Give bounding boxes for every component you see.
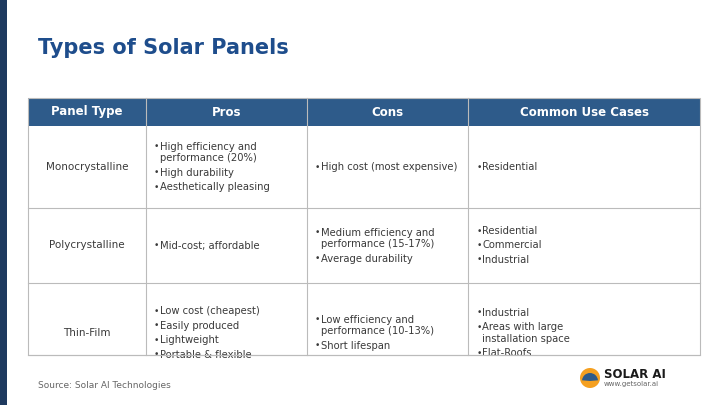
Text: •: • (476, 308, 482, 317)
Text: performance (10-13%): performance (10-13%) (321, 326, 434, 337)
Text: SOLAR AI: SOLAR AI (604, 369, 666, 382)
Text: Residential: Residential (482, 162, 537, 172)
Text: Low cost (cheapest): Low cost (cheapest) (160, 306, 259, 316)
Text: installation space: installation space (482, 334, 570, 344)
Text: •: • (476, 323, 482, 332)
Text: •: • (153, 241, 159, 250)
Text: Low efficiency and: Low efficiency and (321, 315, 414, 325)
Text: •: • (315, 254, 320, 263)
Wedge shape (582, 373, 598, 381)
Text: •: • (153, 183, 159, 192)
Text: •: • (476, 349, 482, 358)
Text: •: • (153, 168, 159, 177)
Text: www.getsolar.ai: www.getsolar.ai (604, 381, 659, 387)
Text: High cost (most expensive): High cost (most expensive) (321, 162, 457, 172)
Text: •: • (153, 307, 159, 316)
Text: •: • (153, 336, 159, 345)
Text: Panel Type: Panel Type (51, 105, 122, 119)
Text: Thin-Film: Thin-Film (63, 328, 111, 338)
Text: •: • (476, 256, 482, 264)
Text: Flat-Roofs: Flat-Roofs (482, 348, 531, 358)
Text: performance (15-17%): performance (15-17%) (321, 239, 434, 249)
Text: Portable & flexible: Portable & flexible (160, 350, 251, 360)
Text: Short lifespan: Short lifespan (321, 341, 390, 351)
Text: •: • (315, 341, 320, 350)
Text: •: • (315, 315, 320, 324)
Text: Commercial: Commercial (482, 241, 541, 251)
Text: Polycrystalline: Polycrystalline (49, 241, 125, 251)
Text: Residential: Residential (482, 226, 537, 236)
Text: •: • (153, 350, 159, 359)
Text: •: • (315, 228, 320, 237)
Bar (28, 98, 700, 126)
Text: High efficiency and: High efficiency and (160, 142, 256, 152)
Text: •: • (153, 321, 159, 330)
Bar (28, 98, 700, 355)
Circle shape (580, 368, 600, 388)
Text: Cons: Cons (372, 105, 404, 119)
Text: Industrial: Industrial (482, 308, 529, 318)
Text: Average durability: Average durability (321, 254, 413, 264)
Text: Aesthetically pleasing: Aesthetically pleasing (160, 182, 269, 192)
Text: Source: Solar AI Technologies: Source: Solar AI Technologies (38, 381, 171, 390)
Text: Mid-cost; affordable: Mid-cost; affordable (160, 241, 259, 251)
Text: Easily produced: Easily produced (160, 321, 239, 331)
Text: •: • (476, 241, 482, 250)
Bar (0, 0, 7, 405)
Text: Types of Solar Panels: Types of Solar Panels (38, 38, 289, 58)
Text: Pros: Pros (212, 105, 241, 119)
Text: High durability: High durability (160, 168, 233, 178)
Text: Lightweight: Lightweight (160, 335, 218, 345)
Text: •: • (476, 226, 482, 235)
Text: •: • (153, 142, 159, 151)
Text: •: • (476, 162, 482, 171)
Text: Areas with large: Areas with large (482, 322, 564, 332)
Text: Medium efficiency and: Medium efficiency and (321, 228, 434, 237)
Text: •: • (315, 162, 320, 171)
Text: Common Use Cases: Common Use Cases (520, 105, 649, 119)
Text: Industrial: Industrial (482, 255, 529, 265)
Text: Monocrystalline: Monocrystalline (45, 162, 128, 172)
Text: performance (20%): performance (20%) (160, 153, 256, 163)
